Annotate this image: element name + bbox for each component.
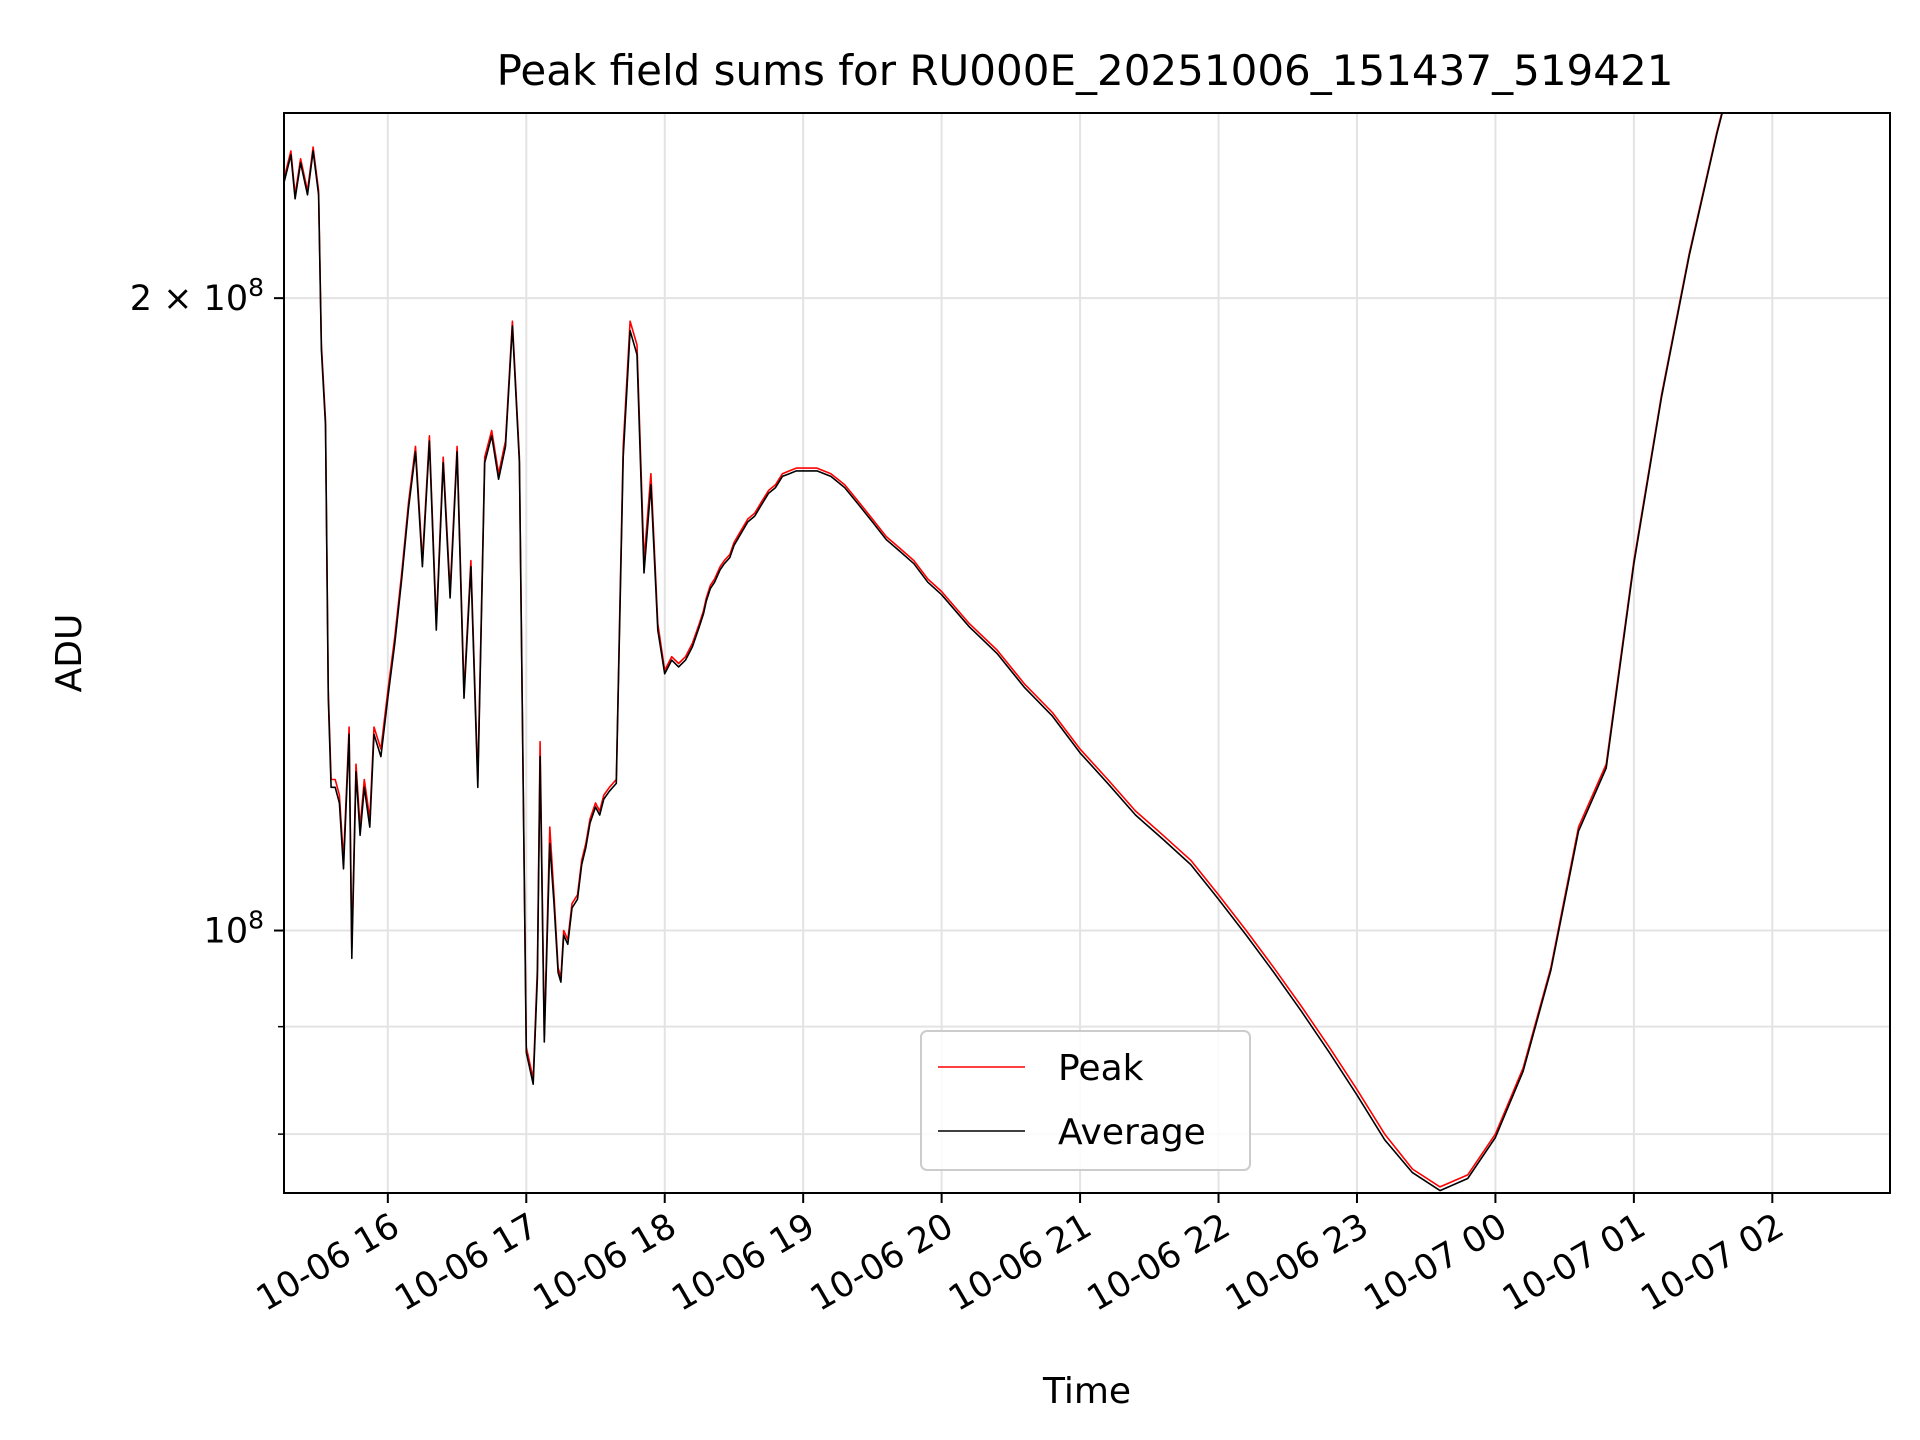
legend-average-label: Average [1058, 1112, 1206, 1153]
y-tick-label: 108 [204, 906, 264, 952]
legend: Peak Average [920, 1030, 1251, 1171]
chart-title: Peak field sums for RU000E_20251006_1514… [497, 46, 1674, 95]
y-tick-label: 2 × 108 [130, 273, 264, 319]
y-axis-label: ADU [49, 614, 90, 693]
x-axis-label: Time [1042, 1371, 1131, 1412]
legend-peak-label: Peak [1058, 1048, 1144, 1089]
y-tick-exponent: 8 [248, 906, 264, 935]
plot-frame [283, 112, 1891, 1194]
y-tick-base: 10 [204, 912, 249, 952]
y-tick-exponent: 8 [248, 273, 264, 302]
y-tick-multiplier: 2 × [130, 279, 204, 319]
legend-box [920, 1030, 1251, 1171]
series-average-line [284, 113, 1724, 1192]
y-tick-base: 10 [204, 279, 249, 319]
series-layer [284, 113, 1724, 1192]
